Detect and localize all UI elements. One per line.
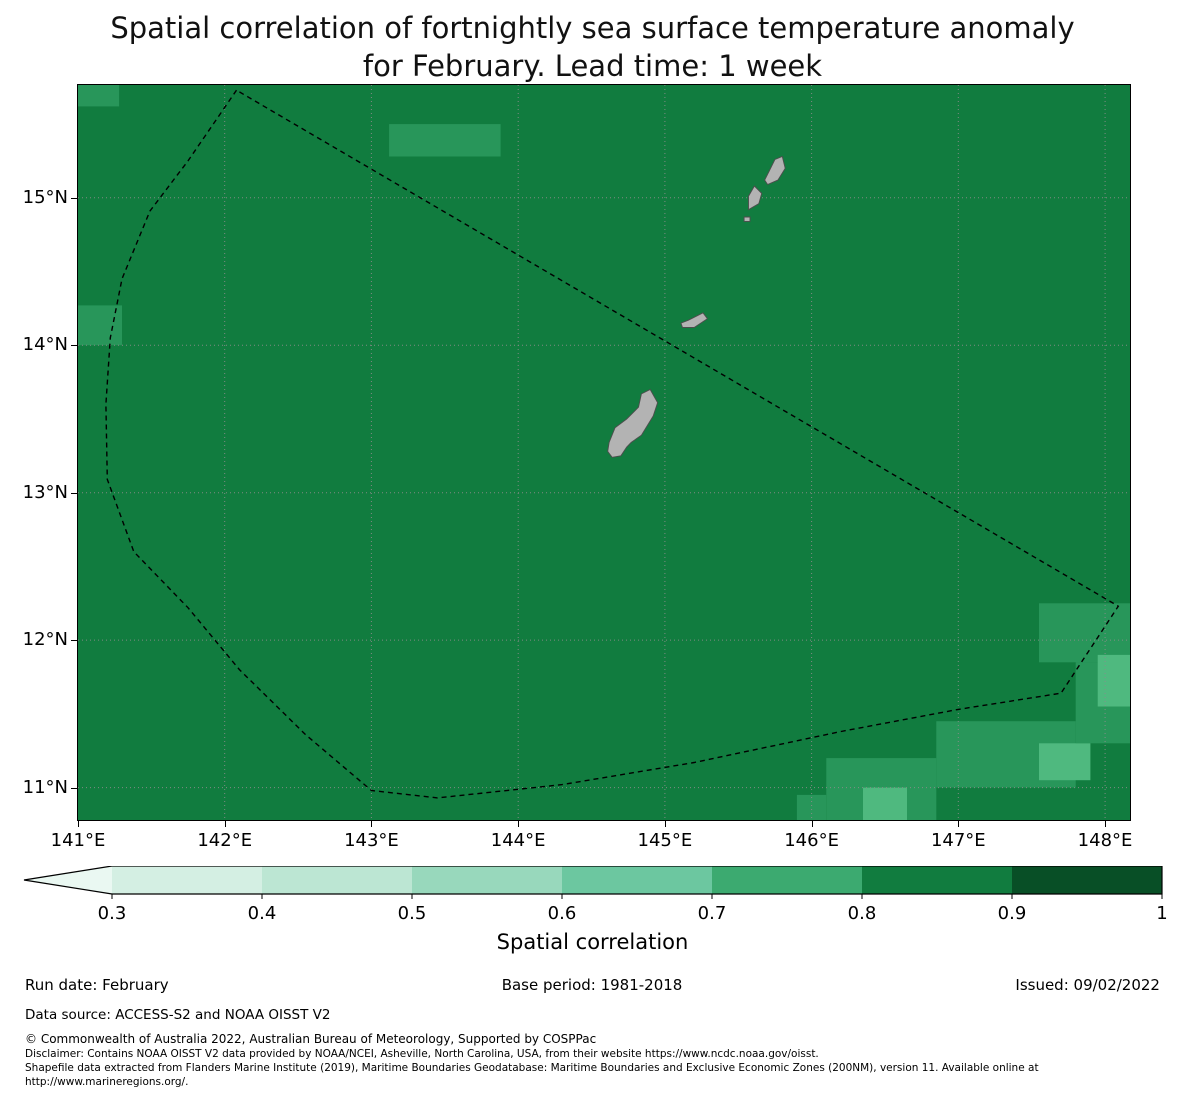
shapefile-note-text: Shapefile data extracted from Flanders M…	[25, 1062, 1039, 1089]
colorbar-tick-label: 0.7	[697, 903, 727, 924]
saipan-island	[764, 155, 786, 186]
correlation-cell	[1039, 743, 1091, 781]
map-plot	[77, 84, 1131, 821]
rota-island	[680, 312, 709, 328]
colorbar-tick-label: 0.6	[547, 903, 577, 924]
colorbar-tick-label: 0.8	[847, 903, 877, 924]
y-tick-label: 15°N	[22, 186, 68, 208]
x-tick-label: 147°E	[930, 830, 986, 851]
x-tick-label: 148°E	[1077, 830, 1133, 851]
colorbar: 0.3 0.4 0.5 0.6 0.7 0.8 0.9 1 Spatial correlati…	[0, 866, 1185, 986]
colorbar-segment	[112, 866, 263, 894]
chart-title-line2: for February. Lead time: 1 week	[362, 49, 823, 83]
y-tick-mark	[71, 640, 77, 642]
y-tick-label: 11°N	[22, 776, 68, 798]
copyright-text: © Commonwealth of Australia 2022, Austra…	[25, 1032, 597, 1046]
correlation-cell	[796, 794, 827, 820]
colorbar-bar	[23, 866, 1163, 899]
footer: Run date: February Base period: 1981-201…	[25, 976, 1160, 1089]
disclaimer-text: Disclaimer: Contains NOAA OISST V2 data …	[25, 1048, 819, 1060]
correlation-field-base	[78, 85, 1130, 820]
chart-title-line1: Spatial correlation of fortnightly sea s…	[110, 11, 1075, 45]
chart-title: Spatial correlation of fortnightly sea s…	[0, 9, 1185, 85]
colorbar-segment	[712, 866, 863, 894]
colorbar-under-arrow	[24, 866, 112, 894]
colorbar-segment	[262, 866, 413, 894]
x-tick-label: 144°E	[490, 830, 546, 851]
colorbar-outline	[23, 866, 1163, 895]
x-tick-mark	[1105, 821, 1107, 827]
colorbar-tick-label: 1	[1156, 903, 1168, 924]
colorbar-tick-label: 0.5	[397, 903, 427, 924]
colorbar-segment	[862, 866, 1013, 894]
x-tick-mark	[811, 821, 813, 827]
colorbar-tick-label: 0.4	[247, 903, 277, 924]
x-tick-mark	[664, 821, 666, 827]
colorbar-tick-label: 0.9	[997, 903, 1027, 924]
colorbar-segment	[1012, 866, 1163, 894]
x-tick-mark	[78, 821, 79, 827]
y-tick-mark	[71, 197, 77, 199]
eez-boundary	[105, 89, 1120, 799]
correlation-cell	[1097, 654, 1130, 707]
x-tick-label: 141°E	[50, 830, 106, 851]
guam-island	[607, 388, 659, 458]
base-period-text: Base period: 1981-2018	[501, 976, 683, 994]
y-tick-mark	[71, 787, 77, 789]
x-tick-mark	[371, 821, 373, 827]
aguijan-island	[743, 216, 751, 222]
colorbar-segment	[562, 866, 713, 894]
correlation-cell	[389, 124, 501, 157]
x-tick-mark	[224, 821, 226, 827]
y-tick-label: 13°N	[22, 481, 68, 503]
x-tick-mark	[958, 821, 960, 827]
colorbar-label: Spatial correlation	[496, 930, 689, 954]
x-tick-label: 143°E	[344, 830, 399, 851]
issued-date-text: Issued: 09/02/2022	[1015, 976, 1160, 994]
correlation-cell	[78, 305, 122, 346]
correlation-cell	[1039, 603, 1130, 663]
tinian-island	[748, 185, 763, 211]
y-tick-mark	[71, 492, 77, 494]
y-tick-mark	[71, 345, 77, 347]
correlation-cell	[863, 787, 907, 820]
run-date-text: Run date: February	[25, 976, 169, 994]
x-tick-label: 145°E	[637, 830, 693, 851]
x-tick-label: 142°E	[197, 830, 253, 851]
colorbar-tick-label: 0.3	[97, 903, 127, 924]
y-tick-label: 14°N	[22, 334, 68, 356]
colorbar-segment	[412, 866, 563, 894]
correlation-cell	[78, 85, 120, 107]
data-source-text: Data source: ACCESS-S2 and NOAA OISST V2	[25, 1007, 331, 1023]
footer-row: Run date: February Base period: 1981-201…	[25, 976, 1160, 994]
x-tick-label: 146°E	[784, 830, 839, 851]
y-tick-label: 12°N	[22, 629, 68, 651]
x-tick-mark	[518, 821, 520, 827]
correlation-map	[78, 85, 1130, 820]
